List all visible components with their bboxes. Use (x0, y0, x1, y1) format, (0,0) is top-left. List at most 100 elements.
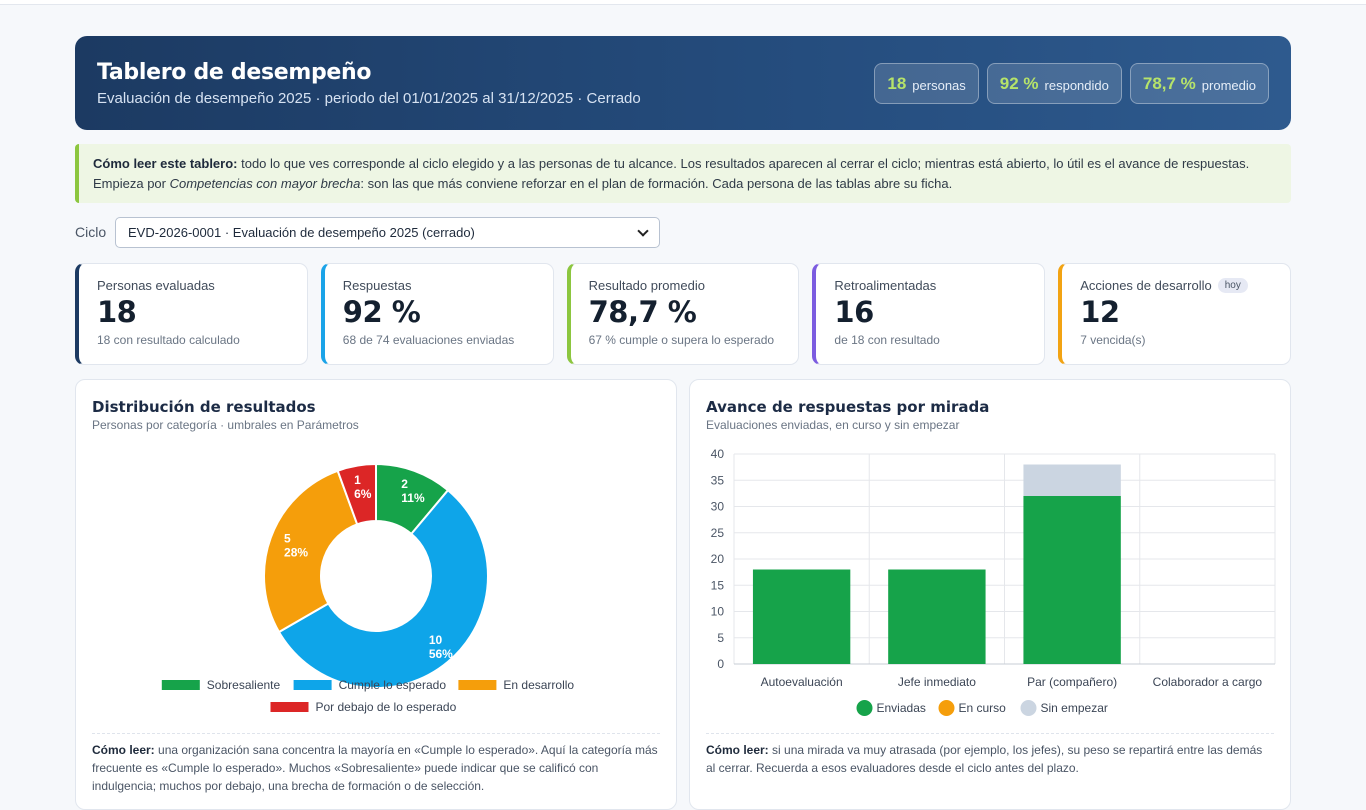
kpi-card-resultado: Resultado promedio 78,7 % 67 % cumple o … (566, 263, 800, 365)
pill-label: personas (912, 78, 966, 93)
x-tick-label: Autoevaluación (761, 675, 843, 689)
kpi-label: Acciones de desarrollo hoy (1080, 278, 1272, 293)
y-tick-label: 30 (711, 500, 725, 514)
kpi-note: 67 % cumple o supera lo esperado (588, 333, 775, 347)
foot-text: una organización sana concentra la mayor… (92, 743, 658, 793)
pill-respondido: 92 % respondido (986, 63, 1122, 104)
kpi-card-retroalimentadas: Retroalimentadas 16 de 18 con resultado (812, 263, 1046, 365)
kpi-note: 18 con resultado calculado (97, 333, 240, 347)
cycle-label: Ciclo (75, 224, 107, 240)
dashboard-header: Tablero de desempeño Evaluación de desem… (75, 36, 1291, 130)
y-tick-label: 10 (711, 605, 725, 619)
slice-value-label: 1 (354, 473, 361, 487)
y-tick-label: 35 (711, 473, 725, 487)
legend-swatch (938, 700, 955, 716)
kpi-label: Personas evaluadas (97, 278, 215, 293)
foot-text: si una mirada va muy atrasada (por ejemp… (706, 743, 1263, 775)
bar-segment (888, 569, 986, 664)
bar-segment (1023, 496, 1121, 664)
slice-value-label: 10 (429, 633, 443, 647)
slice-percent-label: 11% (401, 491, 425, 505)
progress-title: Avance de respuestas por mirada (706, 398, 990, 416)
page-title: Tablero de desempeño (97, 60, 372, 85)
kpi-card-acciones: Acciones de desarrollo hoy 12 7 vencida(… (1058, 263, 1291, 365)
cycle-select[interactable]: EVD-2026-0001 · Evaluación de desempeño … (115, 217, 660, 248)
slice-percent-label: 6% (354, 487, 372, 501)
pill-label: respondido (1044, 78, 1109, 93)
page-subtitle: Evaluación de desempeño 2025 · periodo d… (97, 90, 641, 107)
how-to-read-banner: Cómo leer este tablero: todo lo que ves … (75, 144, 1291, 203)
foot-lead: Cómo leer: (92, 743, 155, 757)
distribution-footnote: Cómo leer: una organización sana concent… (92, 741, 660, 795)
kpi-label: Retroalimentadas (834, 278, 937, 293)
y-tick-label: 40 (711, 447, 725, 461)
pill-label: promedio (1201, 78, 1256, 93)
x-tick-label: Par (compañero) (1027, 675, 1117, 689)
hint-text-1: todo lo que ves corresponde al ciclo ele… (93, 156, 1250, 191)
donut-slice (277, 488, 489, 689)
legend-swatch (293, 680, 332, 690)
kpi-value: 18 (97, 295, 137, 329)
hint-text-2: : son las que más conviene reforzar en e… (360, 176, 953, 191)
kpi-note: de 18 con resultado (834, 333, 940, 347)
distribution-title: Distribución de resultados (92, 398, 316, 416)
y-tick-label: 15 (711, 578, 725, 592)
hint-emphasis: Competencias con mayor brecha (169, 176, 361, 191)
kpi-label: Respuestas (342, 278, 412, 293)
pill-value: 18 (887, 73, 907, 93)
stacked-bar-chart: 0 5 10 15 20 25 30 35 40 Autoevaluación Jefe inmed… (711, 447, 1276, 716)
cycle-select-value: EVD-2026-0001 · Evaluación de desempeño … (128, 225, 475, 240)
foot-lead: Cómo leer: (706, 743, 769, 757)
hint-lead: Cómo leer este tablero: (93, 156, 238, 171)
distribution-card: Distribución de resultados Personas por … (75, 379, 677, 810)
chevron-down-icon (637, 224, 649, 237)
slice-percent-label: 28% (284, 546, 308, 560)
kpi-label: Resultado promedio (588, 278, 705, 293)
kpi-card-respuestas: Respuestas 92 % 68 de 74 evaluaciones en… (320, 263, 554, 365)
legend-label: En desarrollo (503, 678, 574, 692)
slice-value-label: 5 (284, 532, 291, 546)
pill-value: 92 % (999, 73, 1039, 93)
x-tick-label: Jefe inmediato (898, 675, 976, 689)
x-tick-label: Colaborador a cargo (1153, 675, 1263, 689)
legend-label: En curso (959, 701, 1007, 715)
card-divider (92, 733, 660, 734)
y-tick-label: 0 (717, 657, 724, 671)
progress-subtitle: Evaluaciones enviadas, en curso y sin em… (706, 418, 960, 432)
y-tick-label: 25 (711, 526, 725, 540)
card-divider (706, 733, 1274, 734)
kpi-value: 16 (834, 295, 874, 329)
y-tick-label: 5 (717, 631, 724, 645)
legend-label: Sin empezar (1041, 701, 1108, 715)
slice-percent-label: 56% (429, 647, 453, 661)
summary-pills: 18 personas 92 % respondido 78,7 % prome… (874, 63, 1269, 104)
donut-slice (263, 469, 359, 634)
top-border (0, 0, 1366, 5)
kpi-note: 68 de 74 evaluaciones enviadas (342, 333, 515, 347)
kpi-value: 78,7 % (588, 295, 697, 329)
kpi-row: Personas evaluadas 18 18 con resultado c… (75, 263, 1291, 365)
kpi-label-text: Acciones de desarrollo (1080, 278, 1212, 293)
slice-value-label: 2 (401, 477, 408, 491)
bar-segment (1023, 464, 1121, 496)
kpi-card-personas: Personas evaluadas 18 18 con resultado c… (75, 263, 308, 365)
legend-label: Sobresaliente (207, 678, 281, 692)
legend-label: Cumple lo esperado (339, 678, 447, 692)
legend-swatch (161, 680, 200, 690)
progress-footnote: Cómo leer: si una mirada va muy atrasada… (706, 741, 1274, 777)
legend-swatch (856, 700, 873, 716)
pill-value: 78,7 % (1142, 73, 1196, 93)
y-tick-label: 20 (711, 552, 725, 566)
kpi-value: 12 (1080, 295, 1120, 329)
legend-label: Por debajo de lo esperado (316, 700, 457, 714)
distribution-subtitle: Personas por categoría · umbrales en Par… (92, 418, 359, 432)
donut-slice (336, 462, 377, 526)
pill-promedio: 78,7 % promedio (1129, 63, 1269, 104)
kpi-value: 92 % (342, 295, 421, 329)
kpi-note: 7 vencida(s) (1080, 333, 1146, 347)
legend-swatch (458, 680, 497, 690)
legend-label: Enviadas (877, 701, 926, 715)
bar-segment (752, 569, 851, 664)
legend-swatch (270, 702, 309, 712)
